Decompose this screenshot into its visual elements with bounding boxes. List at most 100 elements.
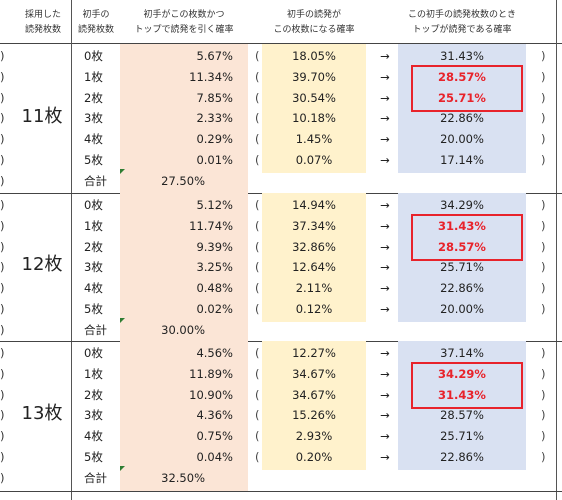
column-divider: [71, 0, 72, 500]
prob-with-top-cell: 3.25%: [196, 260, 233, 275]
header-prob-initial: 初手の読発が この枚数になる確率: [262, 8, 366, 38]
adopted-count-label: 11枚: [21, 105, 63, 127]
prob-top-given-cell: 22.86%: [440, 450, 484, 464]
column-band: [262, 341, 366, 470]
group-divider: [0, 491, 562, 492]
prob-with-top-cell: 7.85%: [196, 90, 233, 105]
prob-top-given-cell: 34.29%: [438, 366, 486, 381]
edge-marker: ): [0, 366, 5, 381]
edge-marker: ): [0, 450, 5, 464]
header-prob-initial-line2: この枚数になる確率: [273, 25, 355, 35]
column-band: [262, 193, 366, 322]
arrow-glyph: →: [380, 429, 390, 444]
comment-marker: [120, 317, 125, 323]
initial-count-cell: 5枚: [84, 450, 103, 464]
prob-initial-cell: 10.18%: [292, 111, 336, 126]
prob-initial-cell: 12.64%: [292, 260, 336, 275]
column-band: [262, 44, 366, 173]
initial-count-cell: 1枚: [84, 69, 103, 84]
prob-with-top-cell: 0.48%: [196, 281, 233, 296]
edge-marker: ): [0, 322, 5, 337]
total-value: 30.00%: [161, 322, 205, 337]
header-prob-with-top-line1: 初手がこの枚数かつ: [143, 10, 225, 20]
prob-with-top-cell: 0.29%: [196, 132, 233, 147]
initial-count-cell: 4枚: [84, 429, 103, 444]
right-border: [556, 0, 557, 500]
arrow-glyph: →: [380, 90, 390, 105]
initial-count-cell: 1枚: [84, 218, 103, 233]
initial-count-cell: 2枚: [84, 387, 103, 402]
arrow-glyph: →: [380, 132, 390, 147]
initial-count-cell: 3枚: [84, 111, 103, 126]
paren-right: ): [541, 111, 546, 126]
paren-right: ): [541, 346, 546, 360]
highlight-box: [411, 361, 523, 410]
header-initial: 初手の 読発枚数: [72, 8, 120, 38]
arrow-glyph: →: [380, 111, 390, 126]
prob-with-top-cell: 5.12%: [196, 198, 233, 212]
paren-left: (: [255, 408, 260, 423]
prob-top-given-cell: 31.43%: [438, 218, 486, 233]
prob-with-top-cell: 0.04%: [196, 450, 233, 464]
prob-initial-cell: 15.26%: [292, 408, 336, 423]
edge-marker: ): [0, 302, 5, 316]
prob-with-top-cell: 2.33%: [196, 111, 233, 126]
edge-marker: ): [0, 111, 5, 126]
paren-left: (: [255, 366, 260, 381]
paren-left: (: [255, 260, 260, 275]
adopted-count-label: 13枚: [21, 403, 63, 424]
initial-count-cell: 5枚: [84, 302, 103, 316]
paren-left: (: [255, 198, 260, 212]
prob-top-given-cell: 22.86%: [440, 281, 484, 296]
header-adopted: 採用した 読発枚数: [14, 8, 72, 38]
paren-right: ): [541, 281, 546, 296]
prob-initial-cell: 34.67%: [292, 366, 336, 381]
paren-right: ): [541, 429, 546, 444]
edge-marker: ): [0, 281, 5, 296]
header-initial-line1: 初手の: [82, 10, 110, 20]
edge-marker: ): [0, 387, 5, 402]
header-initial-line2: 読発枚数: [77, 25, 114, 35]
paren-right: ): [541, 302, 546, 316]
prob-initial-cell: 30.54%: [292, 90, 336, 105]
edge-marker: ): [0, 90, 5, 105]
header-prob-top-given-line2: トップが読発である確率: [412, 25, 512, 35]
edge-marker: ): [0, 260, 5, 275]
arrow-glyph: →: [380, 218, 390, 233]
edge-marker: ): [0, 198, 5, 212]
arrow-glyph: →: [380, 49, 390, 63]
header-prob-top-given: この初手の読発枚数のとき トップが読発である確率: [398, 8, 526, 38]
arrow-glyph: →: [380, 153, 390, 167]
highlight-box: [411, 64, 523, 113]
header-divider: [0, 43, 562, 44]
arrow-glyph: →: [380, 260, 390, 275]
edge-marker: ): [0, 239, 5, 254]
prob-top-given-cell: 34.29%: [440, 198, 484, 212]
prob-with-top-cell: 0.01%: [196, 153, 233, 167]
prob-initial-cell: 0.20%: [295, 450, 333, 464]
arrow-glyph: →: [380, 408, 390, 423]
prob-initial-cell: 0.07%: [295, 153, 333, 167]
prob-with-top-cell: 9.39%: [196, 239, 233, 254]
prob-with-top-cell: 11.89%: [189, 366, 233, 381]
comment-marker: [120, 465, 125, 471]
prob-initial-cell: 18.05%: [292, 49, 336, 63]
prob-top-given-cell: 22.86%: [440, 111, 484, 126]
edge-marker: ): [0, 173, 5, 188]
paren-left: (: [255, 132, 260, 147]
initial-count-cell: 3枚: [84, 260, 103, 275]
header-prob-top-given-line1: この初手の読発枚数のとき: [407, 10, 516, 20]
initial-count-cell: 3枚: [84, 408, 103, 423]
prob-top-given-cell: 25.71%: [438, 90, 486, 105]
edge-marker: ): [0, 153, 5, 167]
paren-right: ): [541, 69, 546, 84]
prob-with-top-cell: 11.74%: [189, 218, 233, 233]
prob-initial-cell: 39.70%: [292, 69, 336, 84]
edge-marker: ): [0, 69, 5, 84]
paren-right: ): [541, 198, 546, 212]
paren-right: ): [541, 239, 546, 254]
prob-top-given-cell: 31.43%: [438, 387, 486, 402]
header-adopted-line2: 読発枚数: [24, 25, 61, 35]
edge-marker: ): [0, 218, 5, 233]
